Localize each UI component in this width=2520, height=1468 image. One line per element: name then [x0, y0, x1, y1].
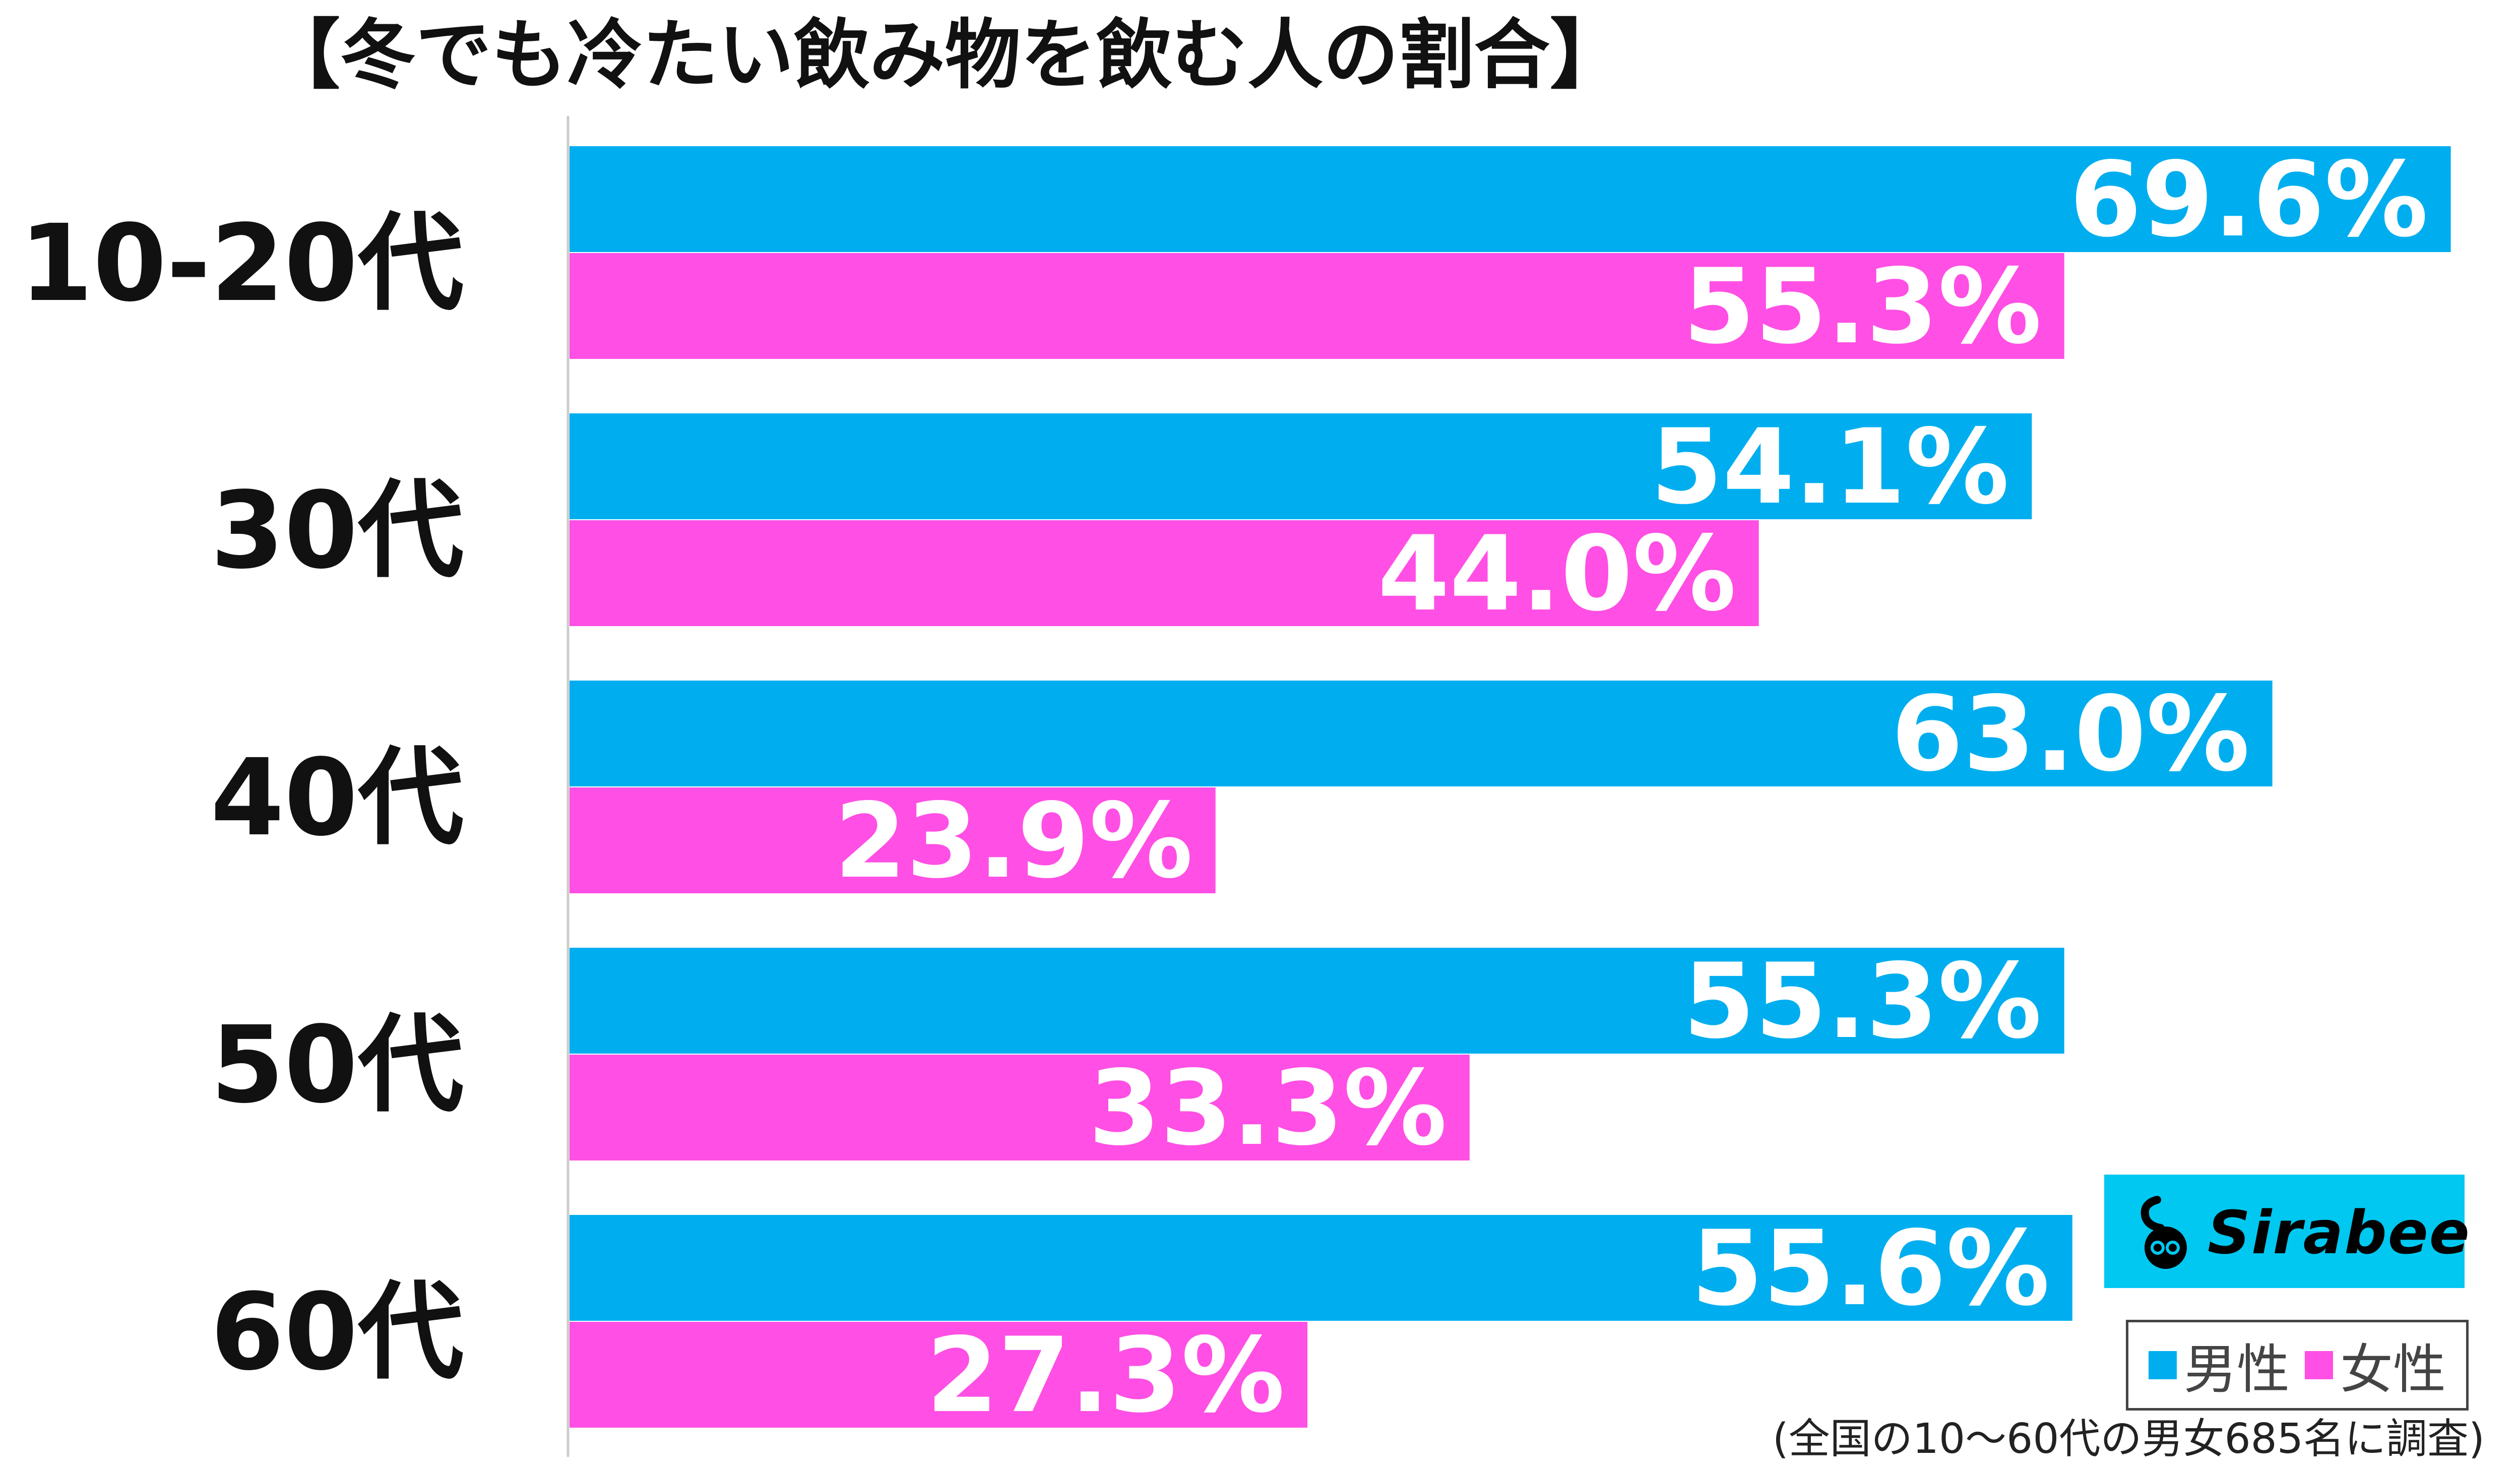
legend-label-male: 男性: [2183, 1339, 2290, 1400]
legend-swatch-male: [2148, 1351, 2177, 1379]
legend-label-female: 女性: [2340, 1339, 2446, 1400]
bar-female: [570, 787, 1216, 893]
legend-entry-male: 男性: [2148, 1327, 2290, 1403]
data-label: 63.0%: [1891, 675, 2249, 794]
data-label: 55.6%: [1691, 1209, 2050, 1329]
bar-female: [570, 253, 2064, 359]
bar-male: [570, 948, 2064, 1054]
bar-male: [570, 1215, 2072, 1321]
bar-female: [570, 520, 1759, 626]
category-label: 30代: [211, 469, 464, 592]
legend: 男性 女性: [2126, 1320, 2469, 1411]
legend-entry-female: 女性: [2305, 1327, 2446, 1403]
bar-male: [570, 146, 2451, 252]
data-label: 69.6%: [2069, 140, 2428, 260]
data-label: 54.1%: [1651, 407, 2009, 527]
chart-title: 【冬でも冷たい飲み物を飲む人の割合】: [264, 12, 1625, 99]
bar-male: [570, 413, 2032, 519]
bar-male: [570, 681, 2273, 786]
category-label: 10-20代: [19, 202, 464, 325]
sirabee-brand-text: Sirabee: [2208, 1198, 2471, 1267]
sirabee-mark-icon: [2140, 1196, 2187, 1269]
footnote: (全国の10〜60代の男女685名に調査): [1772, 1415, 2485, 1463]
bar-female: [570, 1322, 1308, 1428]
data-label: 55.3%: [1683, 247, 2042, 367]
data-label: 23.9%: [835, 781, 1193, 901]
category-label: 60代: [211, 1270, 464, 1394]
bar-female: [570, 1055, 1470, 1160]
category-label: 40代: [211, 736, 464, 860]
category-label: 50代: [211, 1003, 464, 1127]
legend-swatch-female: [2305, 1351, 2333, 1379]
data-label: 33.3%: [1089, 1049, 1447, 1169]
data-label: 27.3%: [926, 1316, 1285, 1436]
data-label: 44.0%: [1378, 514, 1736, 634]
data-label: 55.3%: [1683, 942, 2042, 1062]
sirabee-logo: Sirabee: [2104, 1175, 2470, 1288]
